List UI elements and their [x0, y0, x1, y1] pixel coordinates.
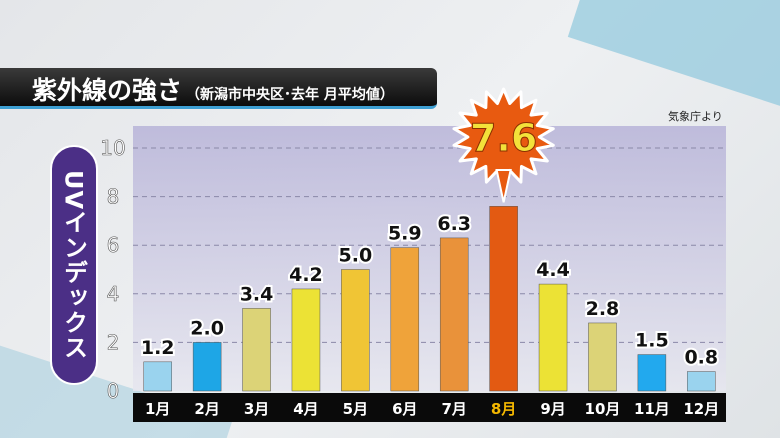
bar-value-label: 1.5	[635, 330, 669, 352]
bar-value-label: 3.4	[240, 283, 274, 305]
bar	[390, 247, 420, 392]
bar-value-label: 2.8	[586, 298, 620, 320]
bar	[489, 206, 518, 392]
highlight-value-label: 7.6	[470, 116, 537, 160]
x-tick-label: 12月	[683, 400, 719, 418]
bar-value-label: 5.9	[388, 223, 422, 245]
y-axis-label-pill: UVインデックス	[50, 145, 98, 385]
x-tick-label: 8月	[491, 400, 516, 418]
bar-value-label: 4.2	[289, 264, 323, 286]
bar-value-label: 1.2	[141, 337, 175, 359]
highlight-pointer	[495, 169, 512, 203]
bar	[439, 237, 469, 392]
title-bar: 紫外線の強さ （新潟市中央区･去年 月平均値）	[0, 68, 437, 109]
x-tick-label: 1月	[145, 400, 170, 418]
x-tick-label: 5月	[343, 400, 368, 418]
bar	[291, 288, 321, 392]
x-tick-label: 3月	[244, 400, 269, 418]
bar	[687, 371, 716, 392]
y-axis-label: UVインデックス	[59, 169, 88, 361]
y-tick-label: 2	[107, 330, 120, 354]
x-tick-label: 4月	[293, 400, 318, 418]
x-tick-label: 2月	[194, 400, 219, 418]
bar	[637, 354, 667, 392]
bar	[143, 361, 172, 392]
y-tick-label: 6	[107, 233, 120, 257]
bar-value-label: 4.4	[536, 259, 570, 281]
plot-area	[133, 126, 726, 391]
bar-value-label: 6.3	[437, 213, 471, 235]
chart-title: 紫外線の強さ	[32, 76, 183, 105]
x-axis-band	[133, 393, 726, 422]
source-note: 気象庁より	[668, 110, 723, 123]
y-tick-label: 0	[107, 379, 120, 403]
x-tick-label: 10月	[585, 400, 621, 418]
x-tick-label: 11月	[634, 400, 670, 418]
bar-value-label: 2.0	[190, 317, 224, 339]
bar	[242, 308, 271, 392]
y-tick-label: 4	[107, 282, 120, 306]
y-tick-label: 8	[107, 185, 120, 209]
x-tick-label: 7月	[441, 400, 466, 418]
x-tick-label: 9月	[540, 400, 565, 418]
bar	[538, 283, 568, 392]
bar-value-label: 5.0	[339, 245, 373, 267]
bar	[192, 342, 222, 392]
bar	[341, 269, 370, 392]
y-tick-label: 10	[100, 136, 125, 160]
chart-subtitle: （新潟市中央区･去年 月平均値）	[186, 87, 394, 103]
x-tick-label: 6月	[392, 400, 417, 418]
bar	[588, 322, 617, 392]
bar-value-label: 0.8	[684, 347, 718, 369]
